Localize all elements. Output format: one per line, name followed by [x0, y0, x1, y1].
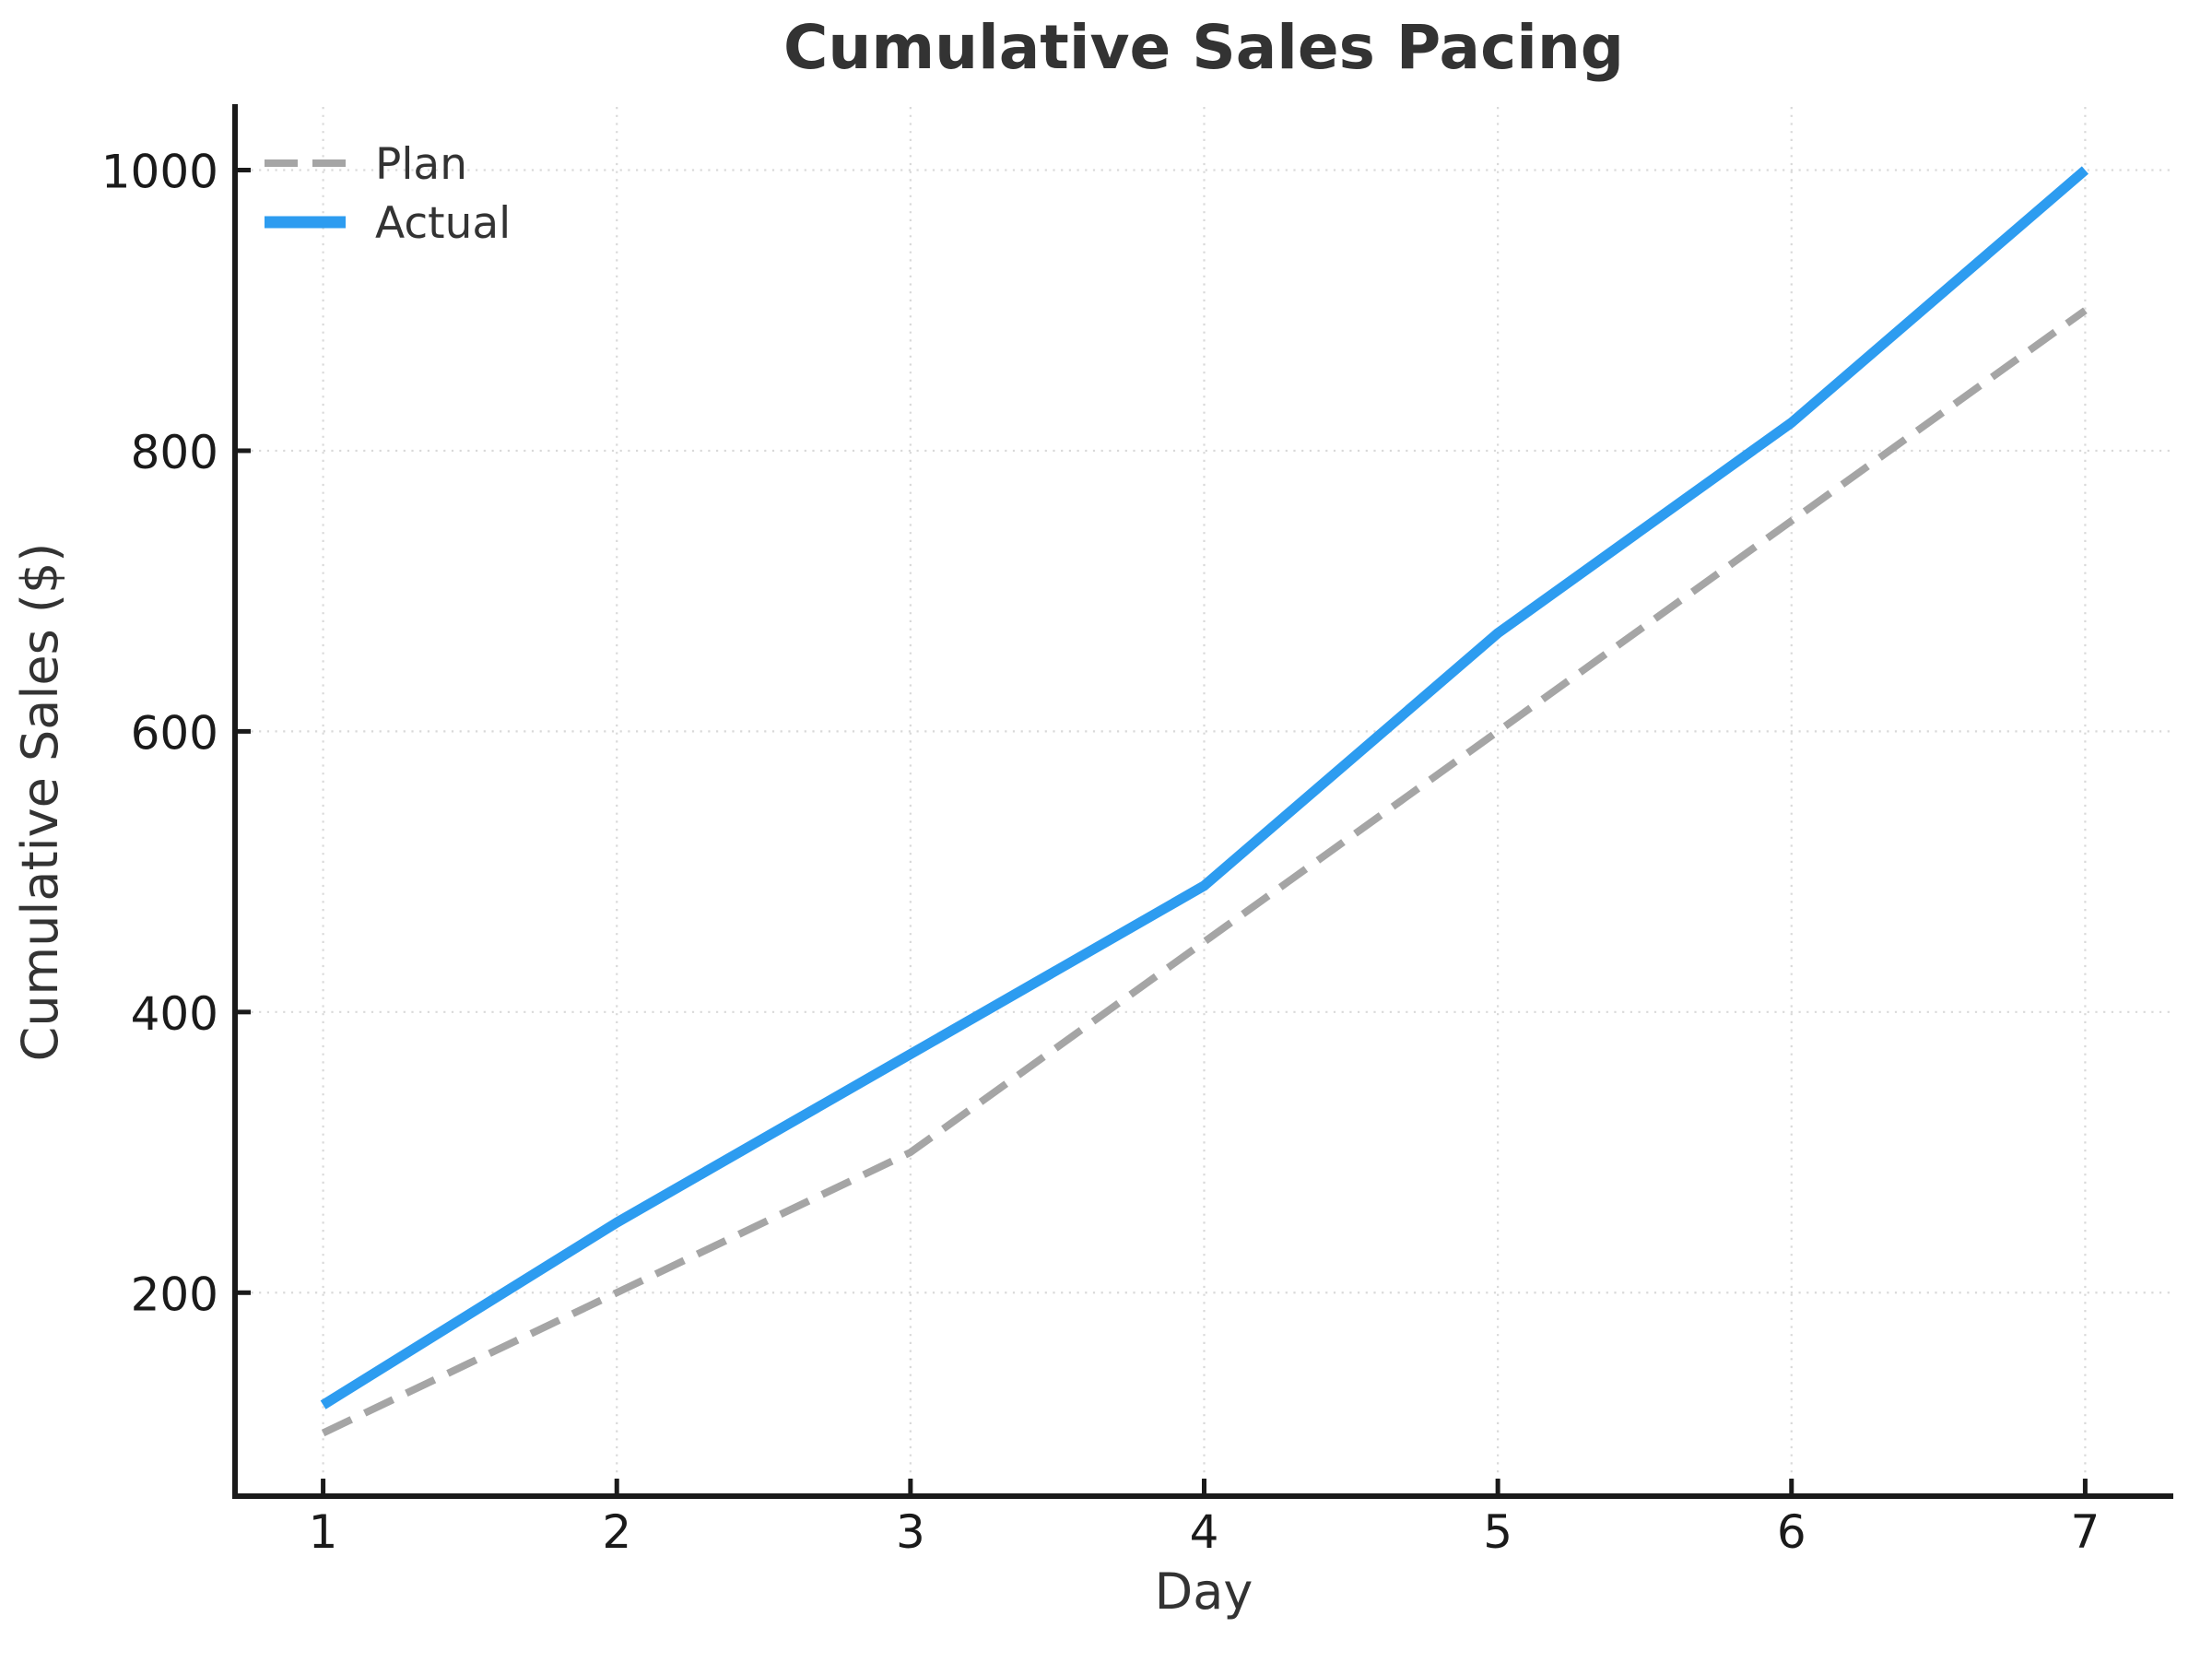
tick-labels: 1 2 3 4 5 6 7 200 400 600 800 1000 — [101, 146, 2100, 1560]
data-series — [320, 166, 2088, 1437]
x-axis-label: Day — [1155, 1563, 1253, 1621]
x-tick-label: 3 — [896, 1505, 925, 1559]
y-tick-label: 800 — [131, 426, 218, 479]
x-tick-label: 1 — [309, 1505, 338, 1559]
legend: Plan Actual — [265, 139, 511, 249]
legend-item-plan: Plan — [265, 139, 467, 190]
chart-title: Cumulative Sales Pacing — [783, 12, 1624, 83]
x-tick-label: 2 — [602, 1505, 631, 1559]
y-tick-label: 400 — [131, 987, 218, 1041]
legend-label-plan: Plan — [375, 139, 467, 190]
legend-label-actual: Actual — [375, 198, 511, 249]
x-tick-label: 4 — [1190, 1505, 1219, 1559]
y-tick-label: 200 — [131, 1268, 218, 1321]
y-axis-label: Cumulative Sales ($) — [11, 543, 69, 1062]
y-tick-label: 600 — [131, 706, 218, 760]
y-tick-label: 1000 — [101, 146, 218, 199]
actual-line — [320, 166, 2088, 1409]
x-tick-label: 7 — [2071, 1505, 2100, 1559]
gridlines — [235, 107, 2173, 1496]
axes — [232, 104, 2173, 1499]
x-tick-label: 5 — [1483, 1505, 1512, 1559]
x-tick-label: 6 — [1777, 1505, 1806, 1559]
legend-item-actual: Actual — [265, 198, 511, 249]
plan-line — [321, 307, 2088, 1437]
